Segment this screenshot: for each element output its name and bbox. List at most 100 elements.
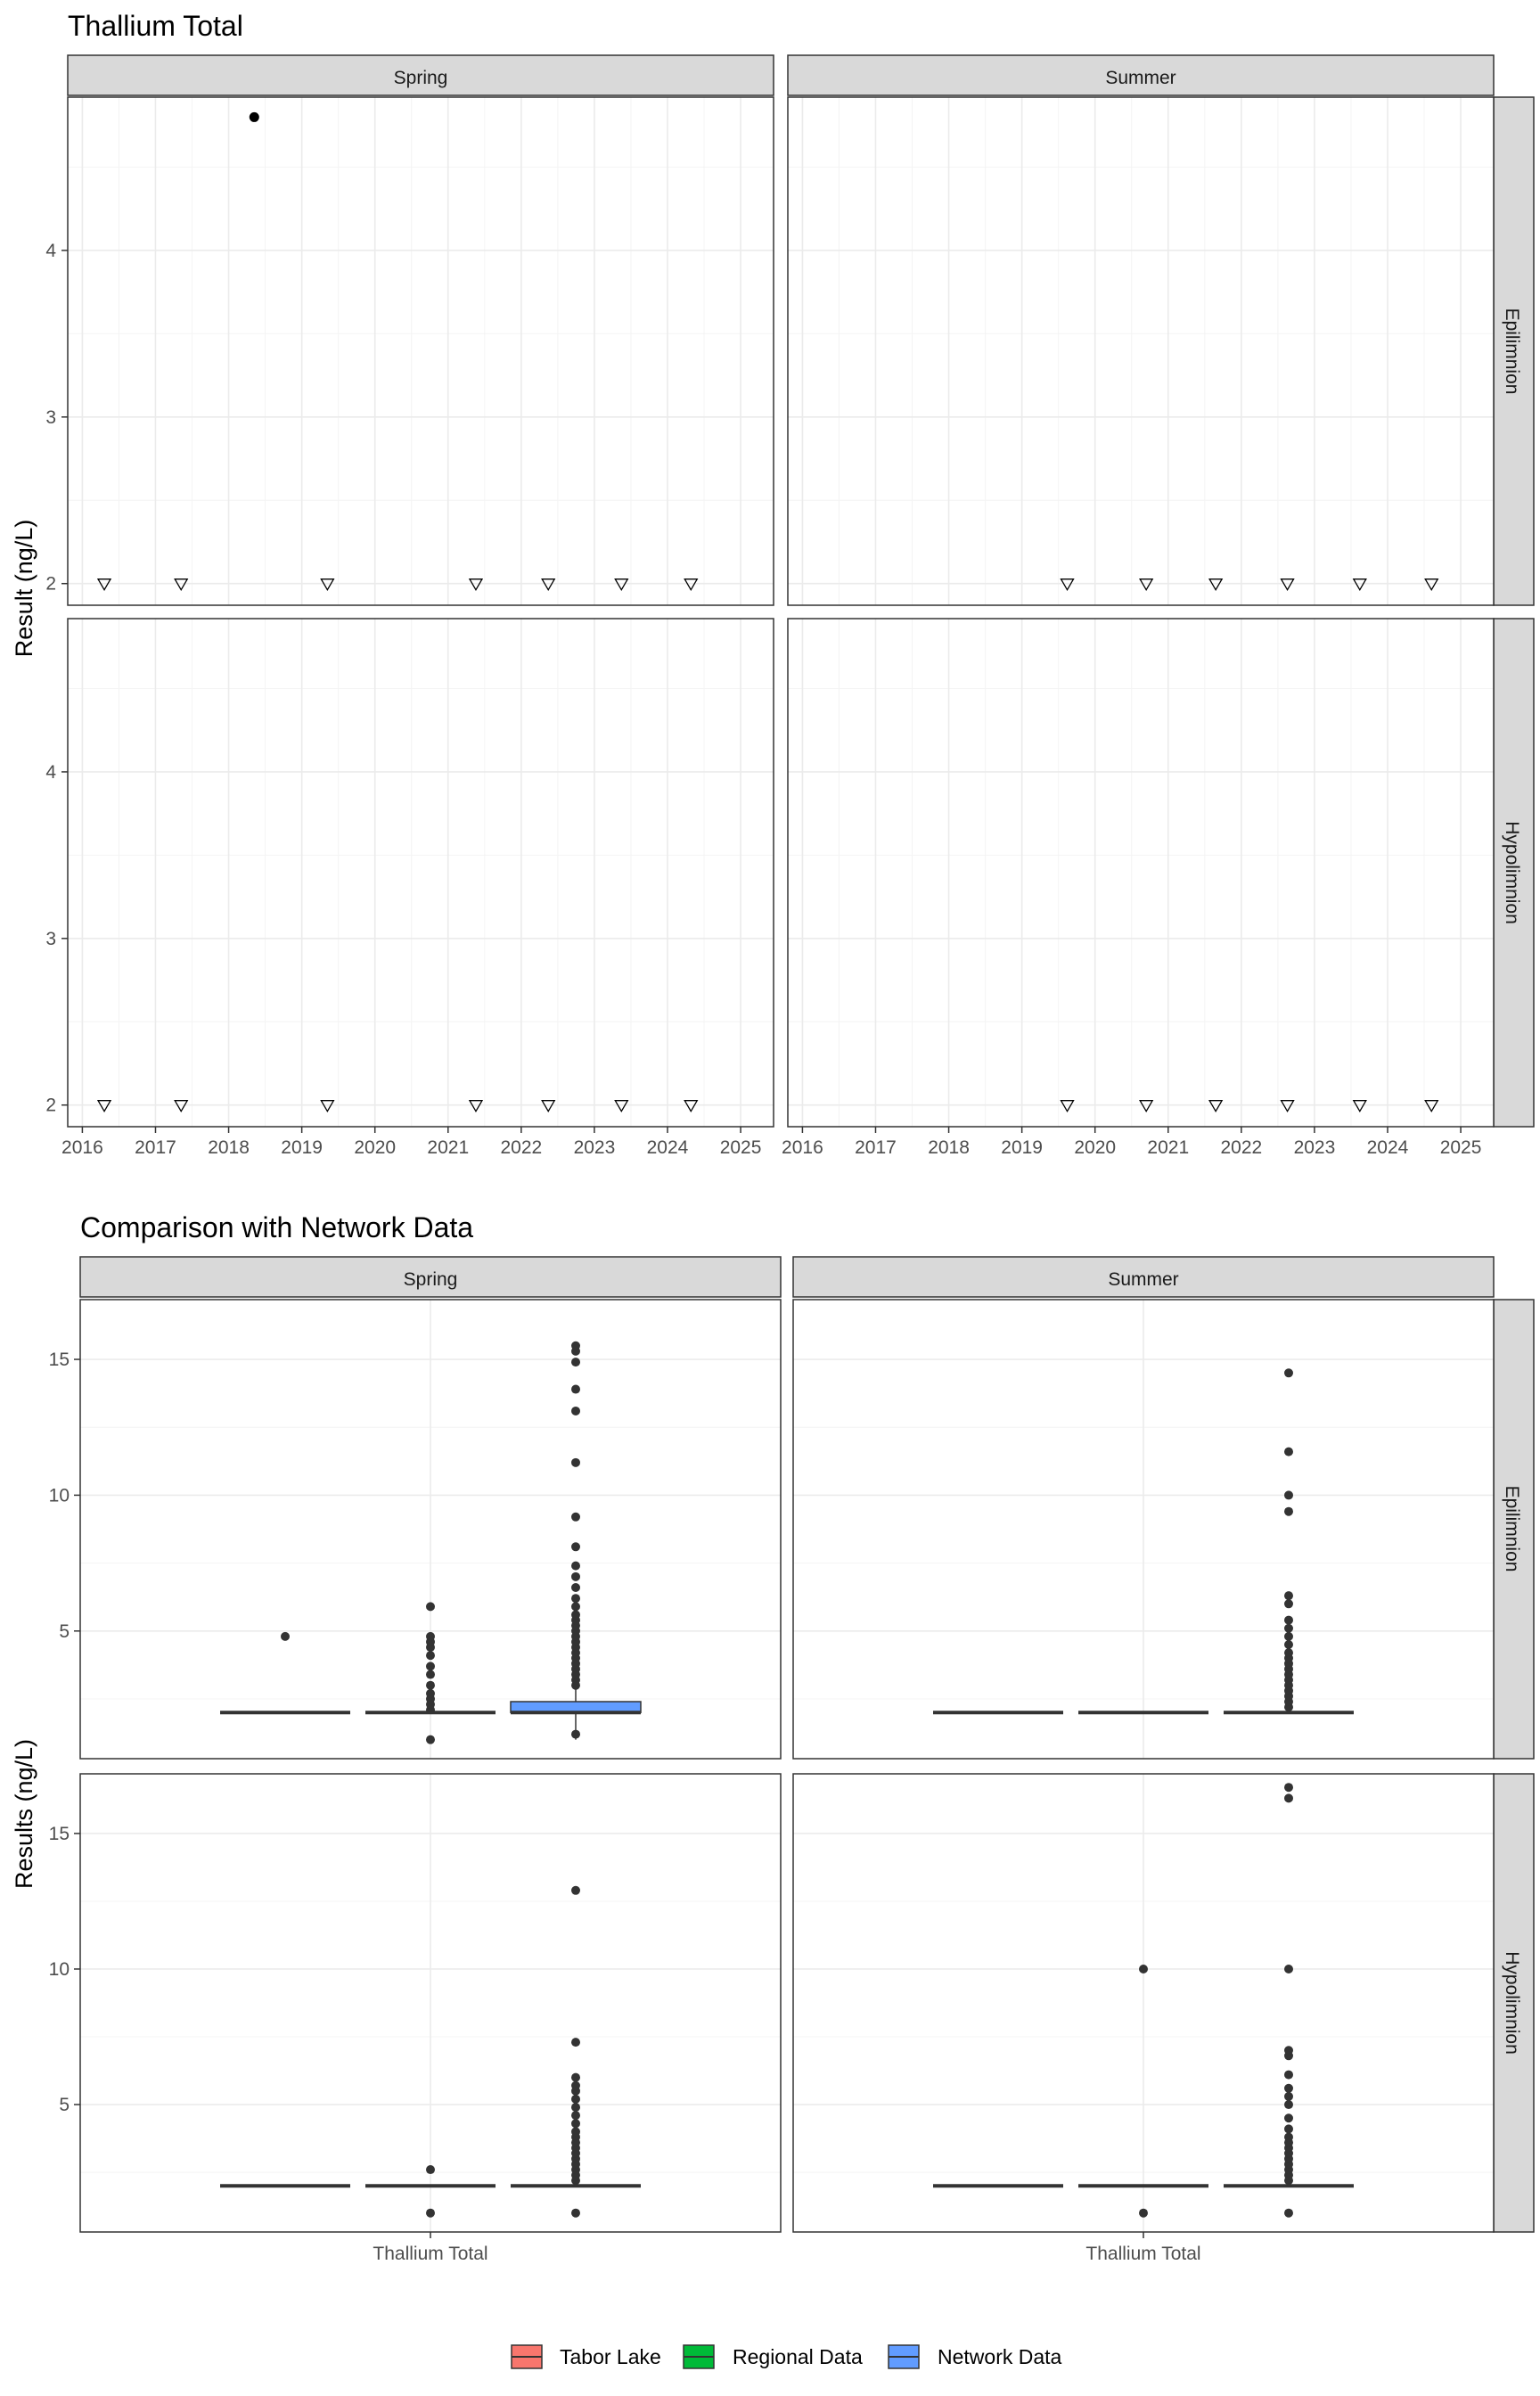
outlier-point <box>1284 1368 1293 1378</box>
strip-spring <box>67 54 774 96</box>
timeseries-title: Thallium Total <box>68 10 243 42</box>
non-detect-point <box>174 1100 189 1112</box>
panel-spring-epilimnion <box>79 1299 782 1760</box>
legend-item-network-data: Network Data <box>888 2344 1062 2369</box>
y-tick-label: 10 <box>49 1485 70 1506</box>
outlier-point <box>426 1631 435 1641</box>
non-detect-point <box>1060 1100 1075 1112</box>
x-tick-label: 2020 <box>1074 1137 1116 1158</box>
box-network-data <box>510 1341 642 1740</box>
strip-summer-label: Summer <box>1108 1269 1178 1290</box>
y-tick-label: 3 <box>45 929 56 949</box>
panel-border <box>792 1299 1495 1760</box>
panel-border <box>67 618 774 1128</box>
outlier-point <box>571 1341 580 1350</box>
strip-spring <box>79 1256 782 1298</box>
outlier-point <box>571 2072 580 2082</box>
outlier-point <box>571 1406 580 1415</box>
x-tick-label: 2025 <box>720 1137 762 1158</box>
box-tabor-lake <box>220 1631 350 1715</box>
outlier-point <box>426 1651 435 1661</box>
outlier-point <box>1284 1615 1293 1625</box>
strip-summer <box>787 54 1495 96</box>
box-regional-data <box>365 1602 496 1744</box>
y-tick-label: 5 <box>59 2095 70 2115</box>
non-detect-point <box>1208 578 1224 591</box>
outlier-point <box>571 1542 580 1552</box>
x-tick-label: 2022 <box>1220 1137 1262 1158</box>
outlier-point <box>1284 1623 1293 1633</box>
x-tick-label: 2022 <box>500 1137 542 1158</box>
legend-item-regional-data: Regional Data <box>683 2344 863 2369</box>
non-detect-point <box>541 578 556 591</box>
outlier-point <box>426 1662 435 1671</box>
non-detect-point <box>1424 1100 1439 1112</box>
x-tick-label: 2018 <box>928 1137 970 1158</box>
non-detect-point <box>684 578 699 591</box>
outlier-point <box>571 1561 580 1571</box>
non-detect-point <box>1280 1100 1295 1112</box>
panel-border <box>787 618 1495 1128</box>
non-detect-point <box>1352 578 1367 591</box>
outlier-point <box>571 2119 580 2129</box>
outlier-point <box>426 1688 435 1698</box>
box-network-data <box>1224 1368 1354 1715</box>
boxplot-chart: Comparison with Network Data Results (ng… <box>11 1211 1535 2369</box>
non-detect-point <box>684 1100 699 1112</box>
x-tick-label: 2019 <box>281 1137 323 1158</box>
outlier-point <box>1284 1447 1293 1456</box>
legend-label-regional-data: Regional Data <box>733 2345 863 2368</box>
strip-epilimnion <box>1493 1299 1535 1760</box>
outlier-point <box>1284 1490 1293 1500</box>
outlier-point <box>1139 2208 1148 2218</box>
x-tick-label: 2016 <box>61 1137 103 1158</box>
outlier-point <box>571 1885 580 1895</box>
non-detect-point <box>96 578 112 591</box>
x-tick-label: Thallium Total <box>1085 2244 1200 2264</box>
boxplot-axes: 5 10 15 5 10 15 Thallium Total Thallium Total <box>49 1350 1201 2264</box>
panel-spring-hypolimnion <box>79 1773 782 2233</box>
outlier-point <box>571 2208 580 2218</box>
outlier-point <box>1284 2083 1293 2093</box>
outlier-point <box>281 1631 290 1641</box>
panel-background <box>68 97 774 605</box>
outlier-point <box>571 1384 580 1394</box>
outlier-point <box>1284 2091 1293 2101</box>
outlier-point <box>1284 1648 1293 1658</box>
outlier-point <box>571 2103 580 2113</box>
strip-hypolimnion-label: Hypolimnion <box>1502 821 1522 924</box>
outlier-point <box>1284 2070 1293 2080</box>
boxplot-title: Comparison with Network Data <box>80 1211 473 1243</box>
non-detect-point <box>1424 578 1439 591</box>
legend-label-tabor-lake: Tabor Lake <box>560 2345 661 2368</box>
x-tick-label: Thallium Total <box>373 2244 487 2264</box>
outlier-point <box>571 1512 580 1522</box>
x-tick-label: 2020 <box>354 1137 396 1158</box>
outlier-point <box>571 1358 580 1367</box>
strip-summer-label: Summer <box>1105 68 1175 88</box>
outlier-point <box>1284 1506 1293 1516</box>
outlier-point <box>571 2127 580 2137</box>
strip-epilimnion-label: Epilimnion <box>1502 308 1522 395</box>
x-tick-label: 2021 <box>1147 1137 1189 1158</box>
box-network-data <box>1224 1783 1354 2218</box>
outlier-point <box>571 2038 580 2047</box>
non-detect-point <box>614 1100 629 1112</box>
outlier-point <box>426 1670 435 1679</box>
panel-background <box>68 619 774 1127</box>
panel-background <box>788 619 1494 1127</box>
outlier-point <box>571 2080 580 2090</box>
x-tick-label: 2021 <box>427 1137 469 1158</box>
non-detect-point <box>468 578 484 591</box>
non-detect-point <box>1060 578 1075 591</box>
panel-border <box>787 96 1495 606</box>
outlier-point <box>1284 2046 1293 2055</box>
panel-summer-hypolimnion <box>787 618 1495 1128</box>
outlier-point <box>571 1457 580 1467</box>
outlier-point <box>1284 2132 1293 2142</box>
x-tick-label: 2023 <box>1294 1137 1336 1158</box>
panel-summer-epilimnion <box>787 96 1495 606</box>
outlier-point <box>1284 1783 1293 1793</box>
boxplot-y-axis-title: Results (ng/L) <box>11 1739 37 1889</box>
x-tick-label: 2024 <box>647 1137 689 1158</box>
